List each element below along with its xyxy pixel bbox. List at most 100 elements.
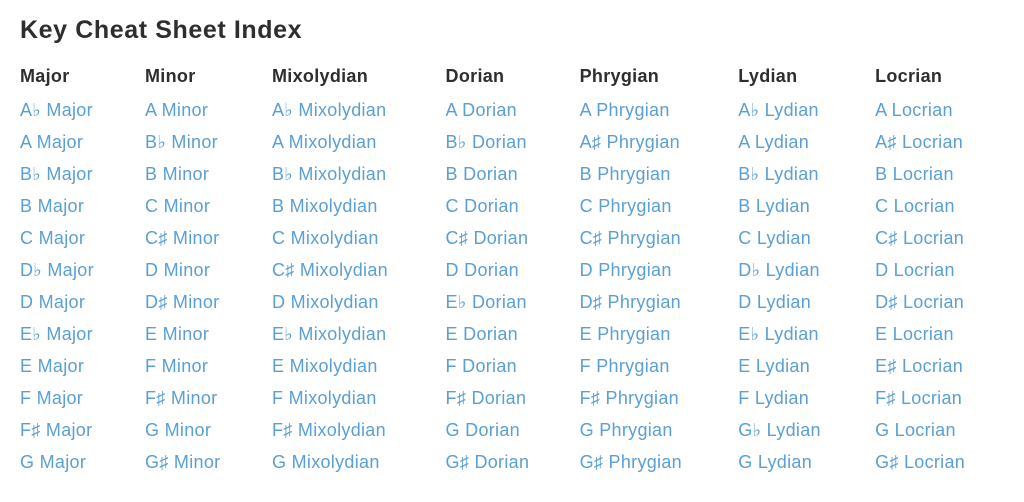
- table-row: D♭ Major D Minor C♯ Mixolydian D Dorian D Ph…: [20, 254, 1004, 286]
- key-link[interactable]: B Locrian: [875, 164, 954, 184]
- key-cell: B♭ Mixolydian: [272, 158, 446, 190]
- key-cell: E♯ Locrian: [875, 350, 1004, 382]
- key-cell: G Minor: [145, 414, 272, 446]
- key-link[interactable]: F Major: [20, 388, 84, 408]
- key-link[interactable]: E♭ Lydian: [738, 324, 819, 344]
- key-link[interactable]: B♭ Lydian: [738, 164, 819, 184]
- key-link[interactable]: E Dorian: [445, 324, 518, 344]
- key-link[interactable]: C Major: [20, 228, 86, 248]
- key-link[interactable]: A Locrian: [875, 100, 953, 120]
- key-link[interactable]: D Minor: [145, 260, 211, 280]
- key-link[interactable]: D Major: [20, 292, 86, 312]
- key-link[interactable]: E Major: [20, 356, 85, 376]
- key-cell: E Phrygian: [580, 318, 739, 350]
- key-link[interactable]: C Minor: [145, 196, 211, 216]
- table-row: A♭ Major A Minor A♭ Mixolydian A Dorian A Ph…: [20, 94, 1004, 126]
- key-link[interactable]: E Mixolydian: [272, 356, 378, 376]
- key-link[interactable]: C♯ Phrygian: [579, 228, 681, 248]
- key-link[interactable]: C Locrian: [875, 196, 955, 216]
- key-link[interactable]: C♯ Locrian: [875, 228, 965, 248]
- key-link[interactable]: G Phrygian: [579, 420, 673, 440]
- key-link[interactable]: G Dorian: [445, 420, 520, 440]
- key-link[interactable]: A♯ Phrygian: [579, 132, 680, 152]
- key-link[interactable]: F♯ Phrygian: [579, 388, 679, 408]
- key-link[interactable]: A Phrygian: [579, 100, 670, 120]
- key-link[interactable]: D Locrian: [875, 260, 955, 280]
- key-link[interactable]: A♭ Lydian: [738, 100, 819, 120]
- key-link[interactable]: B Major: [20, 196, 85, 216]
- key-link[interactable]: F Phrygian: [579, 356, 670, 376]
- key-link[interactable]: A Major: [20, 132, 84, 152]
- key-link[interactable]: A♭ Major: [20, 100, 93, 120]
- key-link[interactable]: D♭ Major: [20, 260, 94, 280]
- key-link[interactable]: B Minor: [145, 164, 210, 184]
- key-link[interactable]: E Minor: [145, 324, 210, 344]
- key-link[interactable]: G Minor: [145, 420, 212, 440]
- key-link[interactable]: B♭ Major: [20, 164, 93, 184]
- key-link[interactable]: D♯ Phrygian: [579, 292, 681, 312]
- key-link[interactable]: B Mixolydian: [272, 196, 378, 216]
- key-link[interactable]: D♯ Locrian: [875, 292, 965, 312]
- table-row: F♯ Major G Minor F♯ Mixolydian G Dorian G Ph…: [20, 414, 1004, 446]
- key-link[interactable]: F Lydian: [738, 388, 810, 408]
- table-row: E♭ Major E Minor E♭ Mixolydian E Dorian E Ph…: [20, 318, 1004, 350]
- key-link[interactable]: F♯ Mixolydian: [272, 420, 386, 440]
- key-link[interactable]: E Locrian: [875, 324, 954, 344]
- key-cell: C Major: [20, 222, 145, 254]
- key-cell: B Dorian: [446, 158, 580, 190]
- key-link[interactable]: F Dorian: [445, 356, 517, 376]
- key-link[interactable]: G Locrian: [875, 420, 956, 440]
- key-cell: D♭ Major: [20, 254, 145, 286]
- table-row: G Major G♯ Minor G Mixolydian G♯ Dorian G♯ P…: [20, 446, 1004, 478]
- key-link[interactable]: D Mixolydian: [272, 292, 379, 312]
- key-link[interactable]: B♭ Mixolydian: [272, 164, 387, 184]
- key-link[interactable]: B Lydian: [738, 196, 811, 216]
- key-link[interactable]: F♯ Major: [20, 420, 93, 440]
- key-link[interactable]: B♭ Dorian: [445, 132, 527, 152]
- key-link[interactable]: B♭ Minor: [145, 132, 218, 152]
- key-link[interactable]: A♯ Locrian: [875, 132, 964, 152]
- key-link[interactable]: C♯ Minor: [145, 228, 220, 248]
- key-link[interactable]: D♭ Lydian: [738, 260, 820, 280]
- key-link[interactable]: D Phrygian: [579, 260, 672, 280]
- key-link[interactable]: F♯ Dorian: [445, 388, 527, 408]
- key-link[interactable]: B Dorian: [445, 164, 518, 184]
- key-link[interactable]: C♯ Mixolydian: [272, 260, 388, 280]
- key-link[interactable]: G♯ Minor: [145, 452, 221, 472]
- key-link[interactable]: F Minor: [145, 356, 209, 376]
- key-link[interactable]: A Lydian: [738, 132, 810, 152]
- key-link[interactable]: C Lydian: [738, 228, 812, 248]
- key-link[interactable]: A Dorian: [445, 100, 517, 120]
- key-link[interactable]: F Mixolydian: [272, 388, 377, 408]
- key-link[interactable]: G Mixolydian: [272, 452, 380, 472]
- key-link[interactable]: G Major: [20, 452, 87, 472]
- key-link[interactable]: E♭ Major: [20, 324, 93, 344]
- key-link[interactable]: B Phrygian: [579, 164, 671, 184]
- key-cell: D♯ Minor: [145, 286, 272, 318]
- key-link[interactable]: C Mixolydian: [272, 228, 379, 248]
- key-link[interactable]: E♭ Dorian: [445, 292, 527, 312]
- key-link[interactable]: G♭ Lydian: [738, 420, 821, 440]
- key-cell: B Mixolydian: [272, 190, 446, 222]
- key-link[interactable]: E Phrygian: [579, 324, 671, 344]
- key-link[interactable]: F♯ Locrian: [875, 388, 963, 408]
- key-link[interactable]: E♭ Mixolydian: [272, 324, 387, 344]
- key-cell: E Mixolydian: [272, 350, 446, 382]
- key-link[interactable]: G Lydian: [738, 452, 813, 472]
- table-row: C Major C♯ Minor C Mixolydian C♯ Dorian C♯ P…: [20, 222, 1004, 254]
- key-link[interactable]: C Phrygian: [579, 196, 672, 216]
- key-link[interactable]: E♯ Locrian: [875, 356, 964, 376]
- key-link[interactable]: F♯ Minor: [145, 388, 218, 408]
- key-link[interactable]: D Lydian: [738, 292, 812, 312]
- key-link[interactable]: D♯ Minor: [145, 292, 220, 312]
- key-link[interactable]: G♯ Dorian: [445, 452, 530, 472]
- key-link[interactable]: E Lydian: [738, 356, 811, 376]
- key-link[interactable]: G♯ Locrian: [875, 452, 966, 472]
- key-link[interactable]: C Dorian: [445, 196, 519, 216]
- key-link[interactable]: D Dorian: [445, 260, 519, 280]
- key-link[interactable]: A♭ Mixolydian: [272, 100, 387, 120]
- key-link[interactable]: A Mixolydian: [272, 132, 377, 152]
- key-link[interactable]: C♯ Dorian: [445, 228, 529, 248]
- key-link[interactable]: G♯ Phrygian: [579, 452, 682, 472]
- key-link[interactable]: A Minor: [145, 100, 209, 120]
